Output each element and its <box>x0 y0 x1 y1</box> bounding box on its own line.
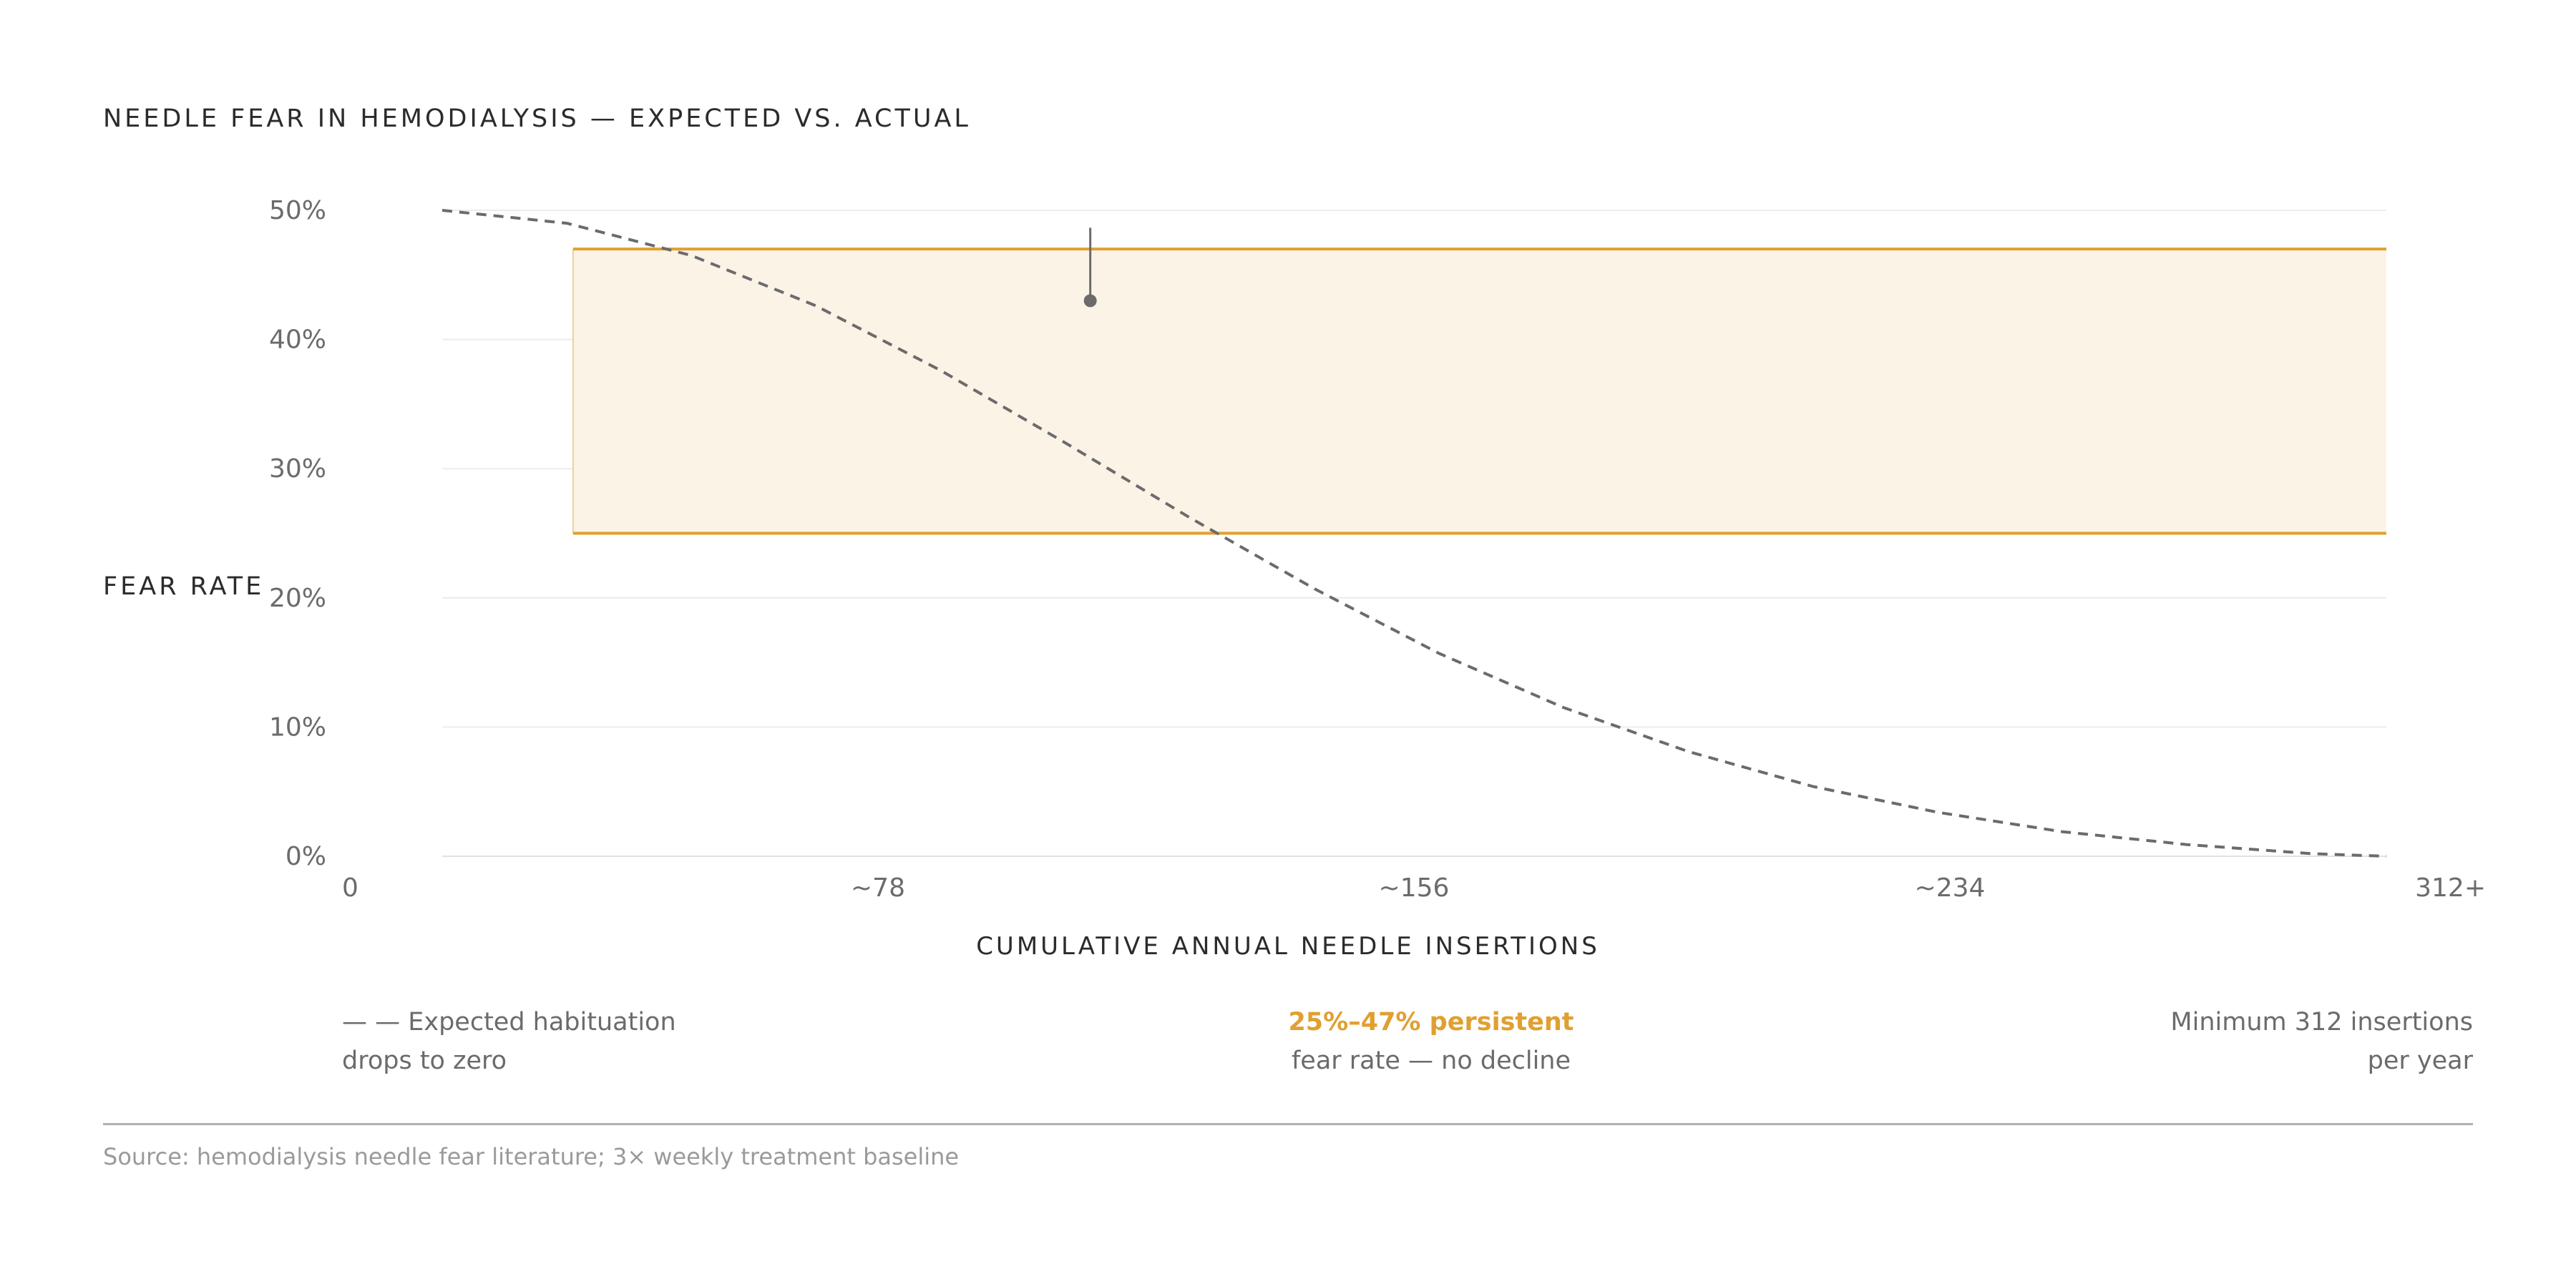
x-tick-label: ~156 <box>1379 873 1450 903</box>
source-note: Source: hemodialysis needle fear literat… <box>103 1143 960 1170</box>
legend-persistent-line2: fear rate — no decline <box>1291 1047 1571 1075</box>
x-tick-label: ~234 <box>1915 873 1986 903</box>
legend-expected: — — Expected habituation drops to zero <box>342 1003 676 1080</box>
legend-persistent: 25%–47% persistent fear rate — no declin… <box>1145 1003 1717 1080</box>
series-line-expected <box>441 209 2387 858</box>
legend-expected-line1: — — Expected habituation <box>342 1008 676 1037</box>
legend-persistent-highlight: 25%–47% persistent <box>1288 1008 1574 1037</box>
x-axis-label: CUMULATIVE ANNUAL NEEDLE INSERTIONS <box>976 932 1600 961</box>
y-axis-label: FEAR RATE <box>103 572 265 601</box>
x-tick-label: 0 <box>342 873 358 903</box>
legend-expected-line2: drops to zero <box>342 1047 507 1075</box>
legend-minimum: Minimum 312 insertions per year <box>2170 1003 2473 1080</box>
legend-minimum-line1: Minimum 312 insertions <box>2170 1008 2473 1037</box>
chart-title: NEEDLE FEAR IN HEMODIALYSIS — EXPECTED V… <box>103 104 971 133</box>
x-tick-label: 312+ <box>2415 873 2486 903</box>
persistent-fear-band <box>572 248 2386 535</box>
y-tick-label: 10% <box>269 712 326 742</box>
expected-habituation-curve <box>441 209 2387 858</box>
x-axis-ticks: 0 ~78 ~156 ~234 312+ <box>342 873 2486 903</box>
y-tick-label: 0% <box>286 842 326 871</box>
legend-minimum-line2: per year <box>2367 1047 2473 1075</box>
annotation-marker <box>1083 227 1097 308</box>
footer-divider <box>103 1123 2473 1125</box>
x-tick-label: ~78 <box>851 873 905 903</box>
marker-dot <box>1083 294 1097 308</box>
y-tick-label: 50% <box>269 196 326 225</box>
y-tick-label: 30% <box>269 454 326 484</box>
y-tick-label: 20% <box>269 584 326 613</box>
y-tick-label: 40% <box>269 325 326 355</box>
y-axis-ticks: 0% 10% 20% 30% 40% 50% <box>269 196 326 871</box>
band-fill <box>572 249 2386 534</box>
